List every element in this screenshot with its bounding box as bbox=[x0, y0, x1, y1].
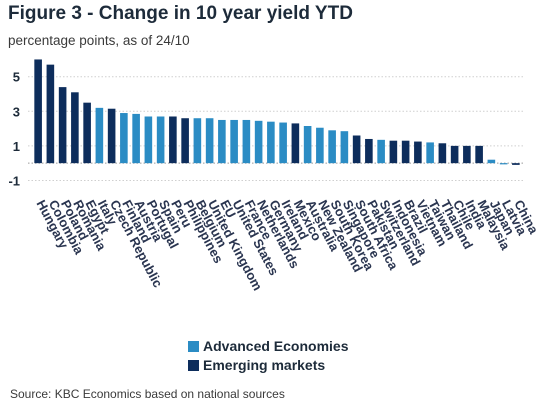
bar-eu bbox=[218, 119, 226, 164]
bar-finland bbox=[120, 113, 128, 164]
bar-france bbox=[242, 119, 251, 164]
bar-netherlands bbox=[254, 120, 263, 164]
bar-philippines bbox=[181, 118, 189, 164]
legend-item-emerging: Emerging markets bbox=[188, 355, 349, 374]
legend: Advanced Economies Emerging markets bbox=[188, 336, 349, 374]
bar-czech-republic bbox=[107, 108, 116, 164]
bar-brazil bbox=[401, 140, 410, 164]
bar-india bbox=[463, 145, 471, 164]
bar-united-kingdom bbox=[205, 118, 214, 164]
bar-south-korea bbox=[328, 130, 336, 164]
y-tick-label: -1 bbox=[8, 173, 20, 188]
bar-japan bbox=[487, 159, 496, 164]
bar-south-africa bbox=[352, 135, 361, 164]
x-axis-labels: HungaryColombiaPolandRomaniaEgyptItalyCz… bbox=[33, 197, 540, 293]
y-tick-label: 5 bbox=[13, 70, 20, 85]
bar-romania bbox=[71, 92, 79, 164]
bar-italy bbox=[95, 107, 104, 164]
x-tick-label: EU bbox=[217, 197, 239, 220]
legend-swatch-advanced bbox=[188, 341, 199, 352]
chart-title: Figure 3 - Change in 10 year yield YTD bbox=[8, 3, 353, 24]
legend-swatch-emerging bbox=[188, 360, 199, 371]
bar-peru bbox=[169, 116, 177, 164]
bar-malaysia bbox=[475, 145, 483, 164]
bar-poland bbox=[58, 87, 67, 164]
bar-united-states bbox=[230, 119, 238, 164]
y-axis-ticks: -1 1 3 5 bbox=[8, 70, 20, 189]
y-tick-label: 1 bbox=[13, 139, 20, 154]
bar-colombia bbox=[46, 64, 55, 164]
bar-pakistan bbox=[365, 138, 373, 164]
bar-singapore bbox=[340, 131, 349, 164]
bar-switzerland bbox=[377, 139, 385, 164]
legend-item-advanced: Advanced Economies bbox=[188, 336, 349, 355]
bar-new-zealand bbox=[316, 127, 324, 164]
bar-portugal bbox=[144, 116, 153, 164]
bar-chile bbox=[450, 145, 459, 164]
legend-label-emerging: Emerging markets bbox=[203, 356, 326, 373]
bar-latvia bbox=[499, 163, 508, 165]
bar-ireland bbox=[279, 122, 287, 164]
bar-austria bbox=[132, 113, 140, 164]
y-tick-label: 3 bbox=[13, 104, 20, 119]
bar-mexico bbox=[291, 123, 300, 164]
bars bbox=[34, 59, 520, 165]
legend-label-advanced: Advanced Economies bbox=[203, 337, 349, 354]
bar-china bbox=[512, 163, 520, 165]
bar-belgium bbox=[193, 118, 202, 164]
bar-hungary bbox=[34, 59, 42, 164]
bar-indonesia bbox=[389, 140, 398, 164]
bar-egypt bbox=[83, 102, 91, 164]
bar-thailand bbox=[438, 143, 447, 164]
bar-australia bbox=[303, 126, 312, 164]
source-note: Source: KBC Economics based on national … bbox=[10, 387, 285, 401]
bar-germany bbox=[267, 121, 275, 164]
bar-vietnam bbox=[414, 141, 422, 164]
bar-spain bbox=[156, 116, 165, 164]
bar-taiwan bbox=[426, 142, 434, 164]
chart-subtitle: percentage points, as of 24/10 bbox=[8, 33, 190, 48]
